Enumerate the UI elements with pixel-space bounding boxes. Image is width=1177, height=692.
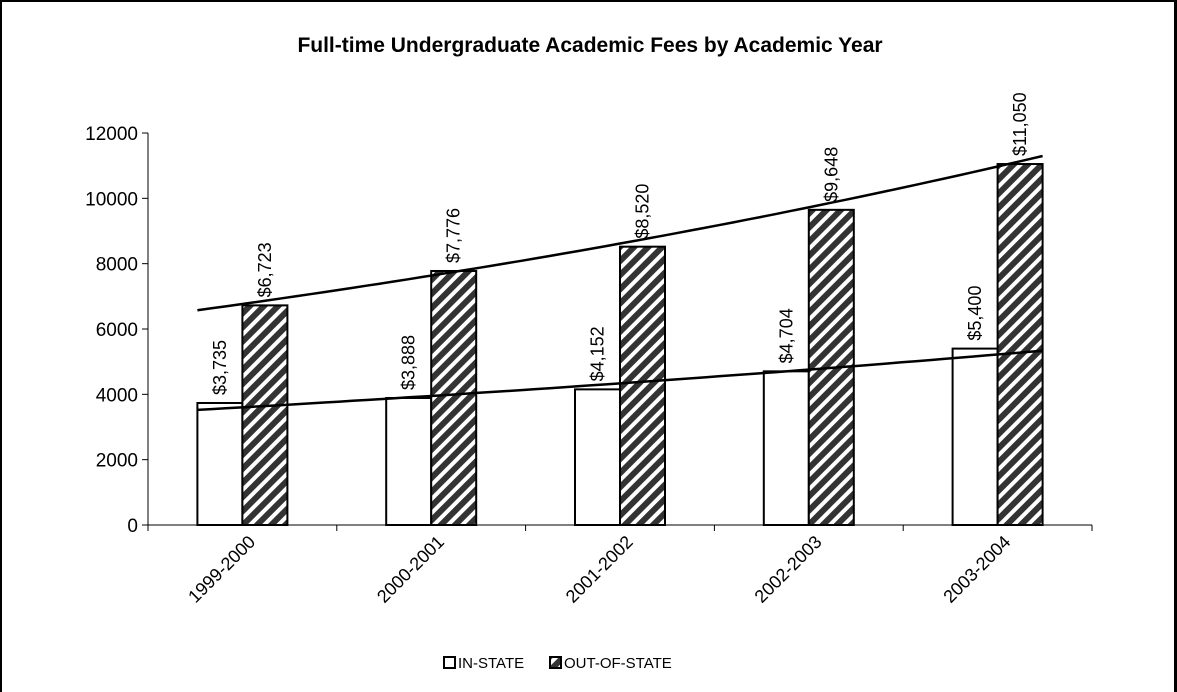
x-category-label: 2000-2001 <box>373 532 448 607</box>
bar-out-of-state <box>430 269 478 527</box>
legend-swatch-in-state <box>443 656 456 669</box>
y-tick-label: 8000 <box>96 255 138 276</box>
data-label: $3,735 <box>210 340 230 395</box>
bar-in-state <box>574 388 621 527</box>
bar-in-state <box>762 370 810 526</box>
x-category-label: 2003-2004 <box>939 532 1014 607</box>
bar-in-state <box>385 396 433 527</box>
bar-out-of-state <box>996 163 1044 527</box>
legend: IN-STATE OUT-OF-STATE <box>443 655 672 672</box>
data-label: $11,050 <box>1010 92 1030 156</box>
bar-in-state <box>196 401 244 526</box>
legend-label-in-state: IN-STATE <box>458 655 524 672</box>
y-tick-label: 6000 <box>96 320 138 341</box>
data-label: $4,704 <box>776 308 796 363</box>
bar-out-of-state <box>619 245 666 526</box>
data-label: $6,723 <box>255 242 275 297</box>
data-label: $4,152 <box>588 326 608 381</box>
bar-in-state <box>951 347 999 526</box>
data-label: $5,400 <box>965 286 985 341</box>
legend-swatch-out-of-state <box>549 656 562 669</box>
data-label: $7,776 <box>444 208 464 263</box>
trendline-in-state <box>197 349 1043 412</box>
data-label: $9,648 <box>821 147 841 202</box>
y-tick-label: 0 <box>127 516 138 537</box>
y-tick-label: 10000 <box>85 189 138 210</box>
y-tick-label: 4000 <box>96 385 138 406</box>
trendline-out-of-state <box>197 154 1043 312</box>
data-labels: $3,735 $3,888 $4,152 $4,704 $5,400 $6,723 $7,7… <box>210 92 1030 395</box>
trendlines <box>197 154 1043 412</box>
x-category-label: 2002-2003 <box>751 532 826 607</box>
data-label: $8,520 <box>633 184 653 239</box>
x-category-label: 1999-2000 <box>184 532 259 607</box>
data-label: $3,888 <box>399 335 419 390</box>
chart-title: Full-time Undergraduate Academic Fees by… <box>297 34 882 57</box>
y-tick-label: 2000 <box>96 451 138 472</box>
x-category-label: 2001-2002 <box>562 532 637 607</box>
bar-out-of-state <box>241 304 289 526</box>
bars <box>196 163 1044 527</box>
x-axis-categories: 1999-2000 2000-2001 2001-2002 2002-2003 2003… <box>184 532 1014 607</box>
y-tick-label: 12000 <box>85 124 138 145</box>
legend-label-out-of-state: OUT-OF-STATE <box>564 655 672 672</box>
